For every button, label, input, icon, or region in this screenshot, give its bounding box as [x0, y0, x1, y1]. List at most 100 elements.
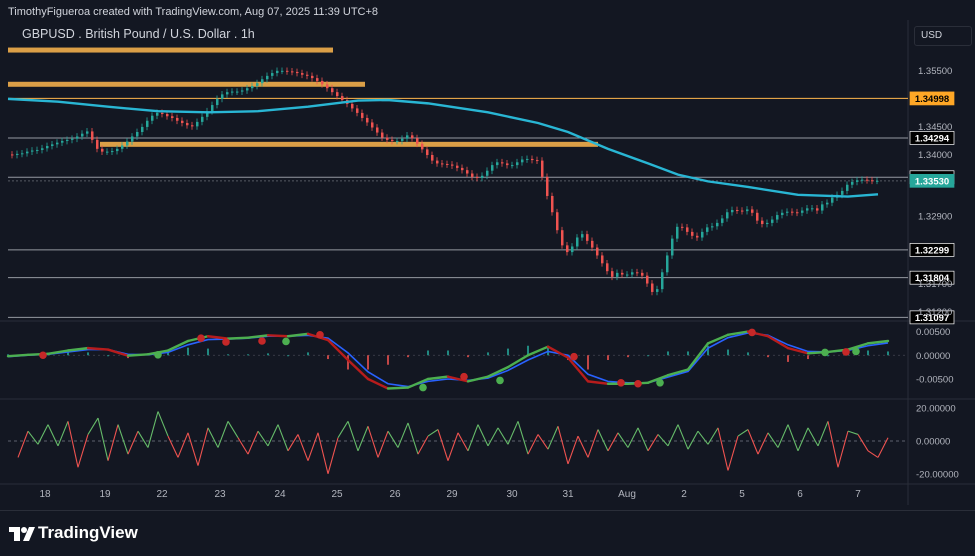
x-tick-label: 2 — [681, 489, 687, 500]
currency-button[interactable]: USD — [914, 26, 972, 46]
macd-histogram-bar — [867, 350, 869, 356]
oscillator-segment — [877, 437, 889, 458]
candle-body — [736, 210, 739, 211]
oscillator-segment — [27, 430, 39, 445]
candle-body — [11, 154, 14, 156]
macd-crossover-dot — [460, 372, 468, 381]
price-level-badge — [909, 131, 955, 145]
x-tick-label: Aug — [618, 489, 636, 500]
candle-body — [606, 263, 609, 272]
candle-body — [456, 165, 459, 168]
oscillator-segment — [157, 411, 169, 437]
candle-body — [96, 139, 99, 149]
y-tick-label: 1.35500 — [918, 66, 952, 77]
oscillator-segment — [517, 421, 529, 455]
candle-body — [791, 211, 794, 213]
candle-body — [196, 121, 199, 127]
candle-body — [51, 144, 54, 147]
candle-body — [576, 237, 579, 247]
oscillator-y-tick-label: 0.00000 — [916, 437, 950, 448]
candle-body — [386, 137, 389, 140]
chart-canvas: 18 19 22 23 24 25 26 29 30 31 Aug 2 5 6 71.349981.3429… — [0, 20, 975, 505]
macd-histogram-bar — [107, 355, 109, 357]
candle-body — [291, 71, 294, 73]
candle-body — [206, 111, 209, 117]
oscillator-segment — [327, 437, 339, 474]
oscillator-segment — [727, 435, 739, 471]
candle-body — [536, 160, 539, 162]
oscillator-segment — [677, 424, 689, 450]
candle-body — [121, 145, 124, 149]
oscillator-segment — [287, 434, 299, 452]
candle-body — [826, 202, 829, 205]
oscillator-segment — [687, 430, 699, 450]
candle-body — [166, 114, 169, 117]
candle-body — [841, 190, 844, 195]
macd-crossover-dot — [419, 383, 427, 392]
macd-line-segment — [846, 342, 870, 351]
oscillator-segment — [307, 432, 319, 461]
candle-body — [751, 209, 754, 213]
candle-body — [676, 226, 679, 239]
oscillator-segment — [647, 434, 659, 452]
candle-body — [561, 230, 564, 246]
macd-crossover-dot — [154, 350, 162, 359]
oscillator-segment — [607, 432, 619, 452]
candle-body — [476, 176, 479, 179]
candle-body — [816, 208, 819, 211]
candle-body — [251, 85, 254, 89]
candle-body — [711, 226, 714, 228]
macd-line-segment — [546, 345, 570, 359]
macd-crossover-dot — [748, 328, 756, 337]
candle-body — [776, 215, 779, 220]
x-tick-label: 7 — [855, 489, 861, 500]
macd-line-segment — [646, 374, 670, 384]
candle-body — [541, 160, 544, 177]
price-level-label: 1.34998 — [915, 94, 949, 105]
oscillator-segment — [247, 430, 259, 455]
macd-histogram-bar — [587, 355, 589, 370]
candle-body — [56, 142, 59, 145]
oscillator-segment — [227, 421, 239, 439]
candle-body — [441, 163, 444, 165]
oscillator-segment — [807, 427, 819, 447]
oscillator-segment — [397, 422, 409, 448]
candle-body — [46, 146, 49, 149]
candle-body — [181, 120, 184, 124]
candle-body — [161, 112, 164, 115]
candle-body — [191, 125, 194, 127]
oscillator-segment — [417, 435, 429, 455]
candle-body — [846, 184, 849, 191]
candle-body — [141, 126, 144, 132]
tradingview-logo-icon[interactable] — [9, 525, 35, 543]
candle-body — [471, 173, 474, 177]
candle-body — [636, 272, 639, 274]
brand-name[interactable]: TradingView — [38, 523, 138, 542]
oscillator-segment — [207, 427, 219, 448]
candle-body — [231, 91, 234, 93]
macd-signal-line — [7, 332, 889, 388]
oscillator-y-tick-label: 20.00000 — [916, 404, 956, 415]
candle-body — [61, 140, 64, 143]
candle-body — [31, 150, 34, 152]
oscillator-segment — [797, 427, 809, 452]
macd-histogram-bar — [487, 352, 489, 356]
oscillator-segment — [747, 429, 759, 455]
macd-histogram-bar — [207, 348, 209, 356]
macd-histogram-bar — [227, 354, 229, 356]
candle-body — [316, 78, 319, 81]
oscillator-segment — [137, 430, 149, 448]
candle-body — [726, 212, 729, 219]
x-tick-label: 25 — [331, 489, 343, 500]
y-tick-label: 1.34500 — [918, 122, 952, 133]
macd-line-segment — [866, 339, 890, 345]
x-tick-label: 18 — [39, 489, 51, 500]
macd-line-segment — [786, 346, 810, 355]
macd-line-segment — [466, 375, 490, 383]
macd-line-segment — [326, 338, 350, 362]
macd-y-tick-label: -0.00500 — [916, 375, 954, 386]
price-level-label: 1.31804 — [915, 273, 950, 284]
oscillator-segment — [187, 432, 199, 466]
candle-body — [411, 135, 414, 139]
macd-histogram-bar — [407, 355, 409, 358]
